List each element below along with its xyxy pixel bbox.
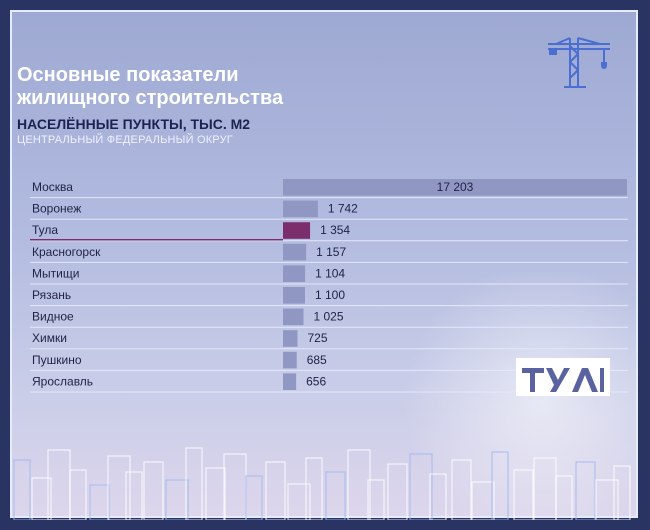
value-label: 1 354 — [320, 223, 350, 237]
value-label: 725 — [307, 331, 327, 345]
skyline-building — [89, 484, 110, 520]
bar — [283, 373, 297, 390]
value-label: 656 — [306, 374, 326, 388]
skyline-building — [205, 467, 226, 520]
skyline-building — [533, 457, 557, 520]
page-title: Основные показатели жилищного строительс… — [17, 64, 284, 109]
bar — [283, 265, 306, 282]
region-label: ЦЕНТРАЛЬНЫЙ ФЕДЕРАЛЬНЫЙ ОКРУГ — [17, 134, 233, 146]
skyline-building — [595, 479, 619, 520]
city-skyline-decoration — [13, 447, 631, 520]
bar — [283, 179, 627, 196]
value-label: 685 — [307, 353, 327, 367]
category-label: Красногорск — [32, 245, 101, 259]
chart-subtitle: НАСЕЛЁННЫЕ ПУНКТЫ, ТЫС. М2 — [17, 116, 251, 132]
category-label: Москва — [32, 180, 73, 194]
skyline-building — [107, 455, 131, 520]
bar — [283, 243, 307, 261]
skyline-building — [165, 479, 189, 520]
value-label: 17 203 — [437, 180, 474, 194]
skyline-building — [575, 461, 596, 520]
category-label: Воронеж — [32, 202, 81, 216]
category-label: Тула — [32, 223, 58, 237]
value-label: 1 100 — [315, 288, 345, 302]
category-label: Пушкино — [32, 353, 82, 367]
skyline-building — [471, 481, 495, 520]
skyline-building — [347, 449, 371, 520]
skyline-building — [265, 461, 286, 520]
skyline-building — [125, 471, 143, 520]
tula-logo — [516, 358, 610, 396]
bar — [283, 287, 305, 304]
value-label: 1 025 — [313, 310, 343, 324]
skyline-building — [31, 477, 52, 520]
value-label: 1 742 — [328, 202, 358, 216]
skyline-building — [387, 463, 408, 520]
skyline-building — [555, 475, 573, 520]
skyline-building — [13, 459, 31, 520]
crane-icon — [548, 37, 610, 88]
category-label: Рязань — [32, 288, 71, 302]
bar — [283, 308, 304, 326]
bar — [283, 200, 318, 218]
skyline-building — [223, 453, 247, 520]
value-label: 1 104 — [315, 266, 345, 280]
skyline-building — [451, 459, 472, 520]
skyline-building — [409, 453, 433, 520]
skyline-building — [613, 465, 631, 520]
bar — [283, 330, 298, 347]
skyline-building — [245, 475, 263, 520]
category-label: Видное — [32, 310, 74, 324]
category-label: Мытищи — [32, 266, 79, 280]
category-label: Ярославль — [32, 374, 93, 388]
bar — [283, 351, 297, 369]
skyline-building — [287, 483, 311, 520]
bar — [283, 222, 311, 239]
category-label: Химки — [32, 331, 67, 345]
skyline-building — [513, 469, 534, 520]
skyline-building — [143, 461, 164, 520]
skyline-building — [325, 471, 346, 520]
skyline-building — [185, 447, 203, 520]
skyline-building — [491, 451, 509, 520]
skyline-building — [69, 469, 87, 520]
skyline-building — [305, 457, 323, 520]
skyline-building — [429, 473, 447, 520]
skyline-building — [367, 479, 385, 520]
value-label: 1 157 — [316, 245, 346, 259]
